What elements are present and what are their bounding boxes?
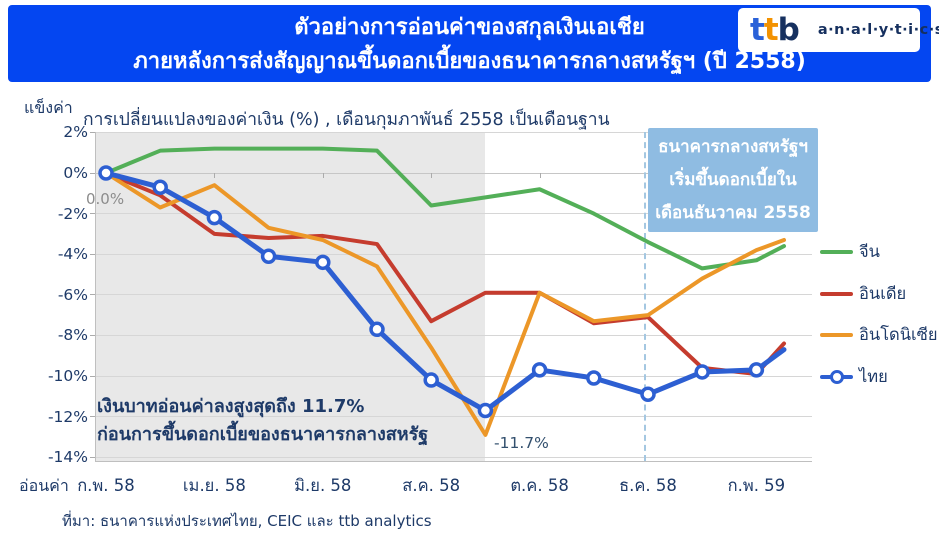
x-tick-label: ส.ค. 58 [402, 476, 461, 495]
gridline [95, 334, 812, 336]
fed-hike-dashed-line [644, 132, 646, 461]
y-tick-label: 2% [63, 123, 88, 142]
legend-label-india: อินเดีย [859, 283, 907, 303]
fed-hike-annotation-box: ธนาคารกลางสหรัฐฯ เริ่มขึ้นดอกเบี้ยใน เดื… [648, 128, 818, 232]
y-tick-label: -12% [47, 407, 88, 426]
x-tick-label: มิ.ย. 58 [294, 476, 352, 495]
y-axis-appreciate-label: แข็งค่า [24, 98, 73, 117]
y-tick-mark [90, 213, 95, 215]
x-tick-mark [106, 173, 107, 178]
gridline [95, 131, 812, 133]
x-tick-label: ก.พ. 59 [727, 476, 786, 495]
baht-depreciation-note: เงินบาทอ่อนค่าลงสูงสุดถึง 11.7% ก่อนการข… [97, 393, 428, 449]
logo-letter-t2: t [763, 12, 779, 48]
legend-item-india: อินเดีย [820, 283, 906, 305]
x-axis-line [95, 461, 812, 462]
y-axis-depreciate-label: อ่อนค่า [19, 476, 69, 495]
legend-item-china: จีน [820, 241, 880, 263]
legend-label-china: จีน [859, 242, 880, 261]
legend-item-indonesia: อินโดนิเซีย [820, 324, 938, 346]
gridline [95, 456, 812, 458]
logo-letter-b: b [777, 12, 800, 48]
y-tick-mark [90, 172, 95, 174]
header-banner: ตัวอย่างการอ่อนค่าของสกุลเงินเอเชีย ภายห… [8, 5, 939, 82]
y-tick-mark [90, 294, 95, 296]
legend-label-indonesia: อินโดนิเซีย [859, 325, 938, 344]
legend-swatch-india [820, 291, 853, 296]
y-tick-label: -10% [47, 367, 88, 385]
legend-swatch-indonesia [820, 333, 853, 337]
gridline [95, 294, 812, 296]
y-axis-line [95, 132, 96, 461]
y-tick-mark [90, 253, 95, 255]
gridline [95, 375, 812, 377]
y-tick-mark [90, 131, 95, 133]
logo-letter-t1: t [750, 12, 765, 48]
x-tick-label: ก.พ. 58 [77, 476, 135, 495]
y-tick-label: -2% [57, 204, 88, 223]
data-point-marker [748, 362, 765, 378]
data-point-marker [531, 362, 548, 378]
min-value-label: -11.7% [494, 434, 549, 452]
legend-swatch-china [820, 250, 853, 254]
legend-label-thailand: ไทย [859, 366, 888, 386]
note-line2: ก่อนการขึ้นดอกเบี้ยของธนาคารกลางสหรัฐ [97, 424, 429, 445]
fed-box-line3: เดือนธันวาคม 2558 [655, 203, 811, 223]
y-tick-label: -8% [57, 326, 88, 345]
y-tick-label: 0% [63, 164, 88, 182]
fed-box-line1: ธนาคารกลางสหรัฐฯ [658, 137, 808, 157]
legend-swatch-thailand [820, 369, 853, 384]
x-tick-mark [214, 173, 216, 178]
fed-box-line2: เริ่มขึ้นดอกเบี้ยใน [669, 170, 797, 190]
x-tick-label: เม.ย. 58 [182, 476, 246, 495]
data-point-marker [586, 370, 602, 386]
source-note: ที่มา: ธนาคารแห่งประเทศไทย, CEIC และ ttb… [62, 512, 432, 530]
y-tick-mark [90, 416, 95, 418]
ttb-analytics-logo: ttb a·n·a·l·y·t·i·c·s [738, 8, 939, 52]
legend-marker-dot [830, 369, 844, 384]
slide-title-line1: ตัวอย่างการอ่อนค่าของสกุลเงินเอเชีย [294, 15, 645, 40]
y-tick-mark [90, 375, 95, 377]
y-tick-label: -14% [47, 448, 88, 467]
note-line1: เงินบาทอ่อนค่าลงสูงสุดถึง 11.7% [97, 396, 365, 417]
logo-analytics-text: a·n·a·l·y·t·i·c·s [817, 22, 939, 38]
chart-title: การเปลี่ยนแปลงของค่าเงิน (%) , เดือนกุมภ… [83, 110, 610, 130]
y-tick-mark [90, 456, 95, 458]
start-value-label: 0.0% [86, 190, 125, 208]
logo-wordmark: ttb [750, 8, 800, 52]
gridline [95, 253, 812, 255]
x-tick-mark [539, 173, 541, 178]
y-tick-label: -6% [57, 285, 88, 304]
x-tick-mark [322, 173, 324, 178]
x-tick-label: ต.ค. 58 [510, 476, 569, 495]
x-tick-mark [431, 173, 433, 178]
x-tick-label: ธ.ค. 58 [619, 476, 677, 495]
slide-title-line2: ภายหลังการส่งสัญญาณขึ้นดอกเบี้ยของธนาคาร… [133, 49, 806, 74]
legend-item-thailand: ไทย [820, 366, 888, 388]
y-tick-mark [90, 334, 95, 336]
y-tick-label: -4% [57, 245, 88, 264]
